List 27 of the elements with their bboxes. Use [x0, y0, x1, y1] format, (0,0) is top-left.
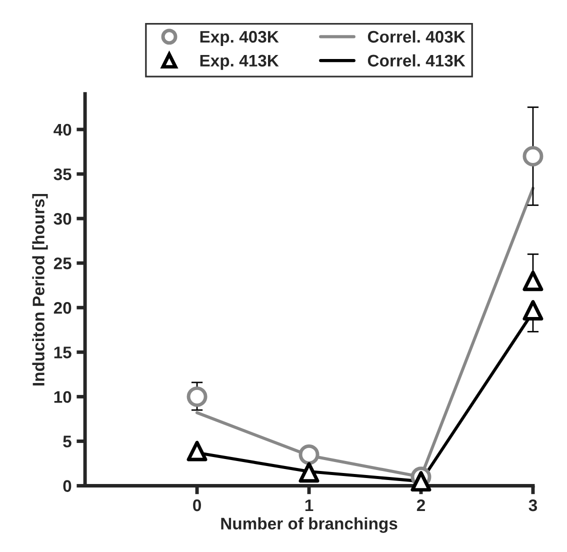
x-axis-title: Number of branchings: [221, 517, 398, 533]
point: [410, 471, 432, 492]
y-tick-label: 40: [54, 124, 72, 136]
legend-label: Exp. 413K: [200, 54, 279, 70]
point: [298, 462, 320, 483]
y-tick-label: 15: [54, 346, 72, 358]
y-tick-label: 25: [54, 257, 72, 270]
point: [522, 300, 544, 321]
legend-label: Correl. 413K: [368, 54, 466, 67]
x-tick-label: 2: [416, 499, 425, 512]
point: [186, 386, 208, 407]
legend-label: Correl. 403K: [368, 30, 466, 43]
y-tick-label: 5: [63, 436, 72, 448]
y-axis-title: Induciton Period [hours]: [32, 194, 48, 386]
point: [186, 440, 208, 462]
y-tick-label: 30: [54, 212, 72, 225]
point: [298, 444, 320, 465]
y-tick-label: 20: [54, 302, 72, 314]
x-tick-label: 1: [305, 500, 314, 512]
y-tick-label: 0: [63, 480, 72, 492]
point: [522, 270, 544, 292]
x-tick-label: 3: [528, 499, 538, 512]
x-tick-label: 0: [193, 499, 201, 512]
legend-label: Exp. 403K: [200, 30, 279, 46]
y-tick-label: 35: [54, 168, 72, 180]
point: [522, 146, 544, 166]
y-tick-label: 10: [54, 391, 72, 403]
